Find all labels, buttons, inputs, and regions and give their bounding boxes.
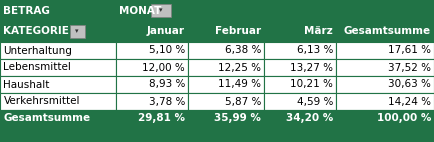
Bar xyxy=(188,76,264,93)
Bar xyxy=(0,0,434,21)
Bar xyxy=(264,42,336,59)
Text: 12,00 %: 12,00 % xyxy=(142,62,185,73)
Text: Januar: Januar xyxy=(147,27,185,36)
Text: 12,25 %: 12,25 % xyxy=(218,62,261,73)
Bar xyxy=(116,76,188,93)
Text: 13,27 %: 13,27 % xyxy=(290,62,333,73)
Bar xyxy=(0,42,116,59)
Text: März: März xyxy=(304,27,333,36)
Text: ▾: ▾ xyxy=(159,8,162,13)
Bar xyxy=(188,42,264,59)
Bar xyxy=(264,21,336,42)
Text: 35,99 %: 35,99 % xyxy=(214,113,261,123)
Text: Verkehrsmittel: Verkehrsmittel xyxy=(3,97,80,106)
Text: Februar: Februar xyxy=(215,27,261,36)
Text: 5,87 %: 5,87 % xyxy=(224,97,261,106)
Bar xyxy=(0,21,116,42)
Bar xyxy=(0,110,116,126)
Bar xyxy=(116,42,188,59)
Bar xyxy=(0,76,116,93)
Bar xyxy=(264,110,336,126)
Text: 10,21 %: 10,21 % xyxy=(290,80,333,89)
Bar xyxy=(188,93,264,110)
Text: Lebensmittel: Lebensmittel xyxy=(3,62,71,73)
Text: 11,49 %: 11,49 % xyxy=(218,80,261,89)
Text: BETRAG: BETRAG xyxy=(3,6,50,15)
Text: 5,10 %: 5,10 % xyxy=(149,45,185,56)
Text: Gesamtsumme: Gesamtsumme xyxy=(344,27,431,36)
Bar xyxy=(264,59,336,76)
Text: 37,52 %: 37,52 % xyxy=(388,62,431,73)
Bar xyxy=(188,21,264,42)
Bar xyxy=(188,110,264,126)
Text: KATEGORIE: KATEGORIE xyxy=(3,27,69,36)
Bar xyxy=(264,93,336,110)
Bar xyxy=(0,93,116,110)
Text: MONAT: MONAT xyxy=(119,6,162,15)
Bar xyxy=(116,59,188,76)
Bar xyxy=(188,59,264,76)
Bar xyxy=(69,25,85,38)
Text: ▾: ▾ xyxy=(76,29,79,35)
Text: Gesamtsumme: Gesamtsumme xyxy=(3,113,91,123)
Text: 34,20 %: 34,20 % xyxy=(286,113,333,123)
Bar xyxy=(336,93,434,110)
Bar xyxy=(336,76,434,93)
Text: 100,00 %: 100,00 % xyxy=(377,113,431,123)
Bar xyxy=(151,4,171,17)
Text: 8,93 %: 8,93 % xyxy=(148,80,185,89)
Bar xyxy=(336,21,434,42)
Bar xyxy=(116,93,188,110)
Text: Unterhaltung: Unterhaltung xyxy=(3,45,72,56)
Text: 6,38 %: 6,38 % xyxy=(224,45,261,56)
Text: 29,81 %: 29,81 % xyxy=(138,113,185,123)
Bar xyxy=(336,42,434,59)
Text: 6,13 %: 6,13 % xyxy=(296,45,333,56)
Bar xyxy=(264,76,336,93)
Text: 3,78 %: 3,78 % xyxy=(148,97,185,106)
Text: 30,63 %: 30,63 % xyxy=(388,80,431,89)
Bar xyxy=(336,59,434,76)
Text: Haushalt: Haushalt xyxy=(3,80,50,89)
Bar xyxy=(0,59,116,76)
Bar xyxy=(116,21,188,42)
Text: 14,24 %: 14,24 % xyxy=(388,97,431,106)
Text: 4,59 %: 4,59 % xyxy=(296,97,333,106)
Bar xyxy=(336,110,434,126)
Text: 17,61 %: 17,61 % xyxy=(388,45,431,56)
Bar xyxy=(116,110,188,126)
